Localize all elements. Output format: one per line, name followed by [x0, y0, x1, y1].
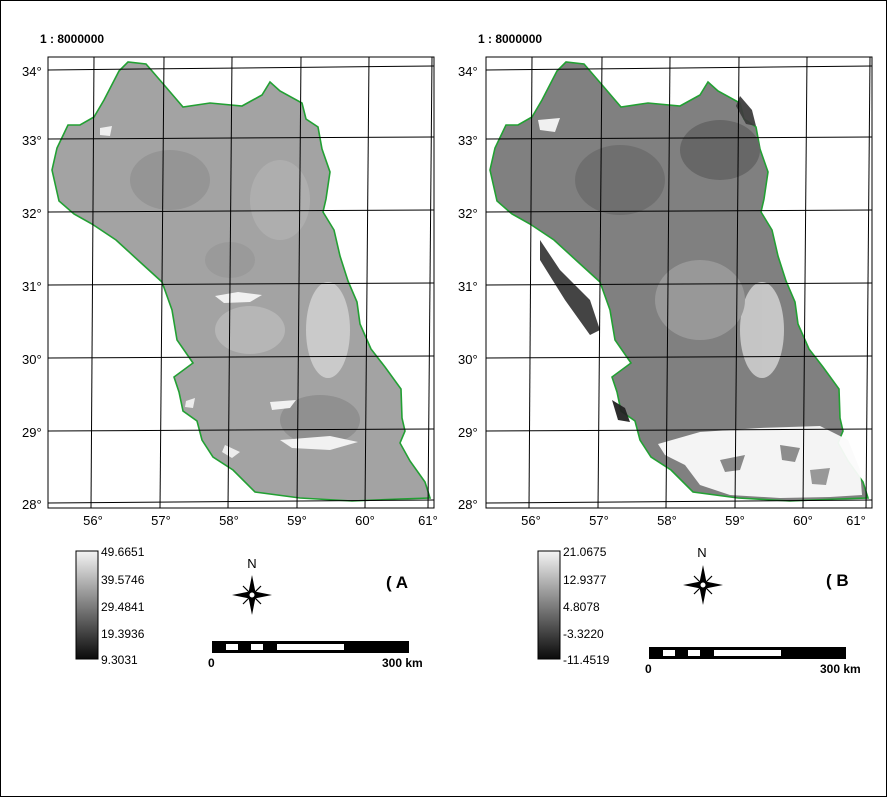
lat-label: 31° — [22, 279, 42, 294]
legend-value: 29.4841 — [101, 600, 145, 614]
legend-value: 12.9377 — [563, 573, 607, 587]
scale-end: 300 km — [820, 662, 861, 676]
color-legend: 21.0675 12.9377 4.8078 -3.3220 -11.4519 — [537, 545, 610, 667]
map-scale-ratio: 1 : 8000000 — [40, 32, 104, 46]
lat-label: 30° — [22, 352, 42, 367]
lat-label: 30° — [458, 352, 478, 367]
legend-value: -11.4519 — [563, 653, 610, 667]
lon-label: 58° — [657, 513, 677, 528]
longitude-labels: 56° 57° 58° 59° 60° 61° — [83, 513, 438, 528]
lat-label: 28° — [458, 497, 478, 512]
lon-label: 57° — [151, 513, 171, 528]
scale-start: 0 — [208, 656, 215, 670]
longitude-labels: 56° 57° 58° 59° 60° 61° — [521, 513, 866, 528]
north-arrow-icon: N — [683, 545, 723, 605]
scale-bar: 0 300 km — [645, 647, 861, 676]
lat-label: 28° — [22, 497, 42, 512]
lat-label: 34° — [458, 64, 478, 79]
north-label: N — [247, 556, 256, 571]
lon-label: 59° — [725, 513, 745, 528]
legend-value: 49.6651 — [101, 545, 145, 559]
legend-ramp — [537, 550, 561, 660]
scale-end: 300 km — [382, 656, 423, 670]
legend-value: 21.0675 — [563, 545, 607, 559]
north-label: N — [697, 545, 706, 560]
panel-b: 1 : 8000000 — [458, 32, 873, 676]
lon-label: 61° — [846, 513, 866, 528]
legend-value: 19.3936 — [101, 627, 145, 641]
lon-label: 60° — [793, 513, 813, 528]
map-scale-ratio: 1 : 8000000 — [478, 32, 542, 46]
lat-label: 31° — [458, 279, 478, 294]
lat-label: 29° — [458, 425, 478, 440]
color-legend: 49.6651 39.5746 29.4841 19.3936 9.3031 — [75, 545, 145, 667]
lon-label: 61° — [418, 513, 438, 528]
lon-label: 56° — [521, 513, 541, 528]
panel-a: 1 : 8000000 — [22, 32, 438, 670]
lon-label: 58° — [219, 513, 239, 528]
legend-value: 39.5746 — [101, 573, 145, 587]
legend-value: 9.3031 — [101, 653, 138, 667]
lat-label: 32° — [458, 206, 478, 221]
lon-label: 60° — [355, 513, 375, 528]
lon-label: 57° — [589, 513, 609, 528]
raster-texture — [100, 126, 360, 458]
graticule — [48, 57, 434, 508]
panel-tag: ( A — [386, 573, 408, 592]
lat-label: 33° — [458, 133, 478, 148]
lon-label: 56° — [83, 513, 103, 528]
north-arrow-icon: N — [232, 556, 272, 615]
graticule — [486, 57, 872, 508]
legend-ramp — [75, 550, 99, 660]
lat-label: 34° — [22, 64, 42, 79]
lat-label: 32° — [22, 206, 42, 221]
scale-start: 0 — [645, 662, 652, 676]
latitude-labels: 34° 33° 32° 31° 30° 29° 28° — [458, 64, 478, 512]
legend-value: -3.3220 — [563, 627, 604, 641]
lat-label: 33° — [22, 133, 42, 148]
legend-value: 4.8078 — [563, 600, 600, 614]
panel-tag: ( B — [826, 571, 849, 590]
latitude-labels: 34° 33° 32° 31° 30° 29° 28° — [22, 64, 42, 512]
scale-bar: 0 300 km — [208, 641, 423, 670]
lon-label: 59° — [287, 513, 307, 528]
lat-label: 29° — [22, 425, 42, 440]
raster-texture — [538, 96, 862, 498]
